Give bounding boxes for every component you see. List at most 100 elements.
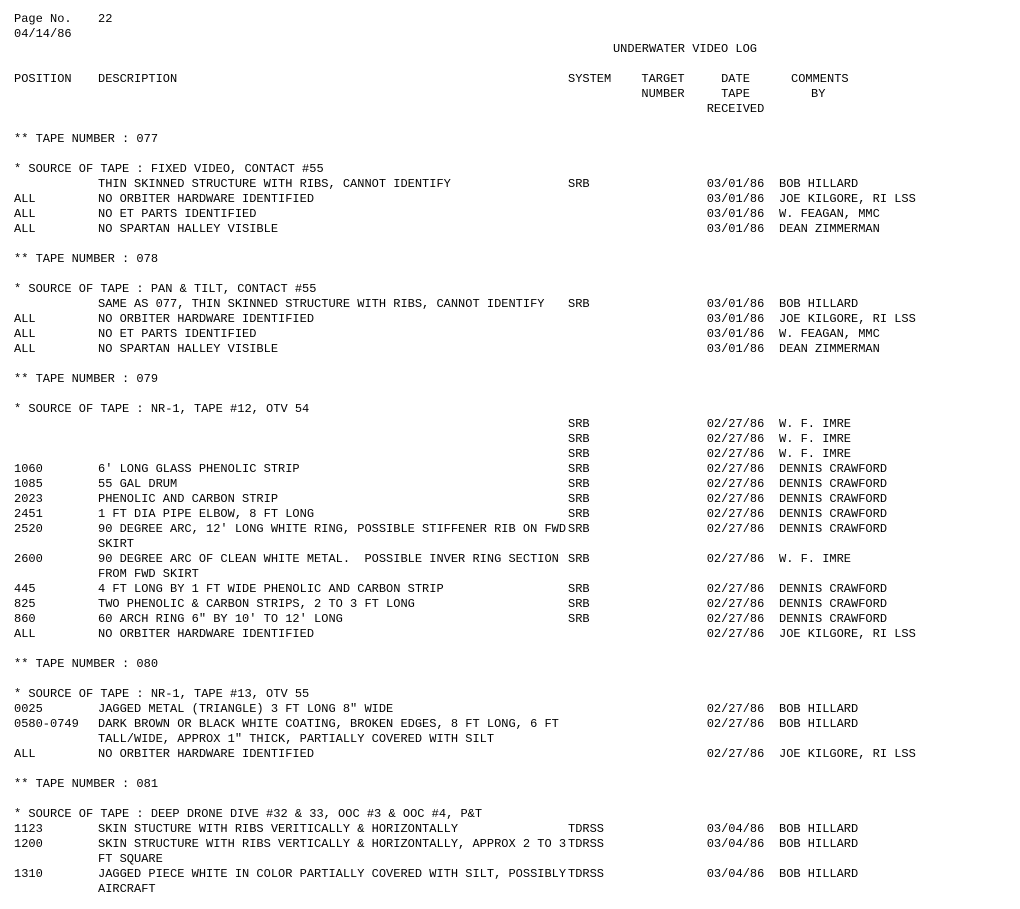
cell-system: SRB [568, 432, 628, 447]
source-of-tape-line: * SOURCE OF TAPE : NR-1, TAPE #13, OTV 5… [14, 687, 1006, 702]
col-target2: NUMBER [628, 87, 698, 102]
cell-system: SRB [568, 447, 628, 462]
log-row: ALLNO ET PARTS IDENTIFIED03/01/86W. FEAG… [14, 327, 1006, 342]
cell-comments: JOE KILGORE, RI LSS [773, 192, 999, 207]
cell-description [98, 432, 568, 447]
cell-comments: BOB HILLARD [773, 717, 999, 747]
cell-target [628, 552, 698, 582]
log-row: ALLNO ET PARTS IDENTIFIED03/01/86W. FEAG… [14, 207, 1006, 222]
cell-comments: BOB HILLARD [773, 837, 999, 867]
cell-system: TDRSS [568, 837, 628, 867]
cell-date: 03/01/86 [698, 207, 773, 222]
cell-date: 03/01/86 [698, 342, 773, 357]
cell-position: 860 [14, 612, 98, 627]
cell-system: TDRSS [568, 867, 628, 897]
column-header-row1: POSITION DESCRIPTION SYSTEM TARGET DATE … [14, 72, 1006, 87]
cell-date: 03/04/86 [698, 867, 773, 897]
cell-description: DARK BROWN OR BLACK WHITE COATING, BROKE… [98, 717, 568, 747]
cell-target [628, 462, 698, 477]
cell-date: 03/01/86 [698, 192, 773, 207]
page-title: UNDERWATER VIDEO LOG [364, 42, 1006, 57]
cell-target [628, 177, 698, 192]
log-row: 4454 FT LONG BY 1 FT WIDE PHENOLIC AND C… [14, 582, 1006, 597]
cell-system [568, 312, 628, 327]
cell-position: ALL [14, 327, 98, 342]
source-of-tape-line: * SOURCE OF TAPE : PAN & TILT, CONTACT #… [14, 282, 1006, 297]
cell-date: 02/27/86 [698, 627, 773, 642]
cell-position [14, 417, 98, 432]
cell-description: SAME AS 077, THIN SKINNED STRUCTURE WITH… [98, 297, 568, 312]
cell-system [568, 747, 628, 762]
cell-comments: DENNIS CRAWFORD [773, 612, 999, 627]
cell-date: 03/01/86 [698, 222, 773, 237]
log-row: ALLNO SPARTAN HALLEY VISIBLE03/01/86DEAN… [14, 222, 1006, 237]
tape-number-value: ** TAPE NUMBER : 079 [14, 372, 158, 387]
cell-target [628, 582, 698, 597]
cell-description: NO ORBITER HARDWARE IDENTIFIED [98, 627, 568, 642]
cell-target [628, 297, 698, 312]
cell-target [628, 492, 698, 507]
cell-position: 1310 [14, 867, 98, 897]
cell-comments: BOB HILLARD [773, 297, 999, 312]
page-date: 04/14/86 [14, 27, 98, 42]
cell-target [628, 312, 698, 327]
cell-target [628, 522, 698, 552]
cell-system [568, 207, 628, 222]
cell-position: 1060 [14, 462, 98, 477]
cell-system: SRB [568, 597, 628, 612]
col-comments: COMMENTS [773, 72, 1011, 87]
column-header-row2: NUMBER TAPE BY [14, 87, 1006, 102]
cell-target [628, 447, 698, 462]
cell-system: SRB [568, 522, 628, 552]
cell-position: 1085 [14, 477, 98, 492]
source-of-tape-line: * SOURCE OF TAPE : FIXED VIDEO, CONTACT … [14, 162, 1006, 177]
page-no-value: 22 [98, 12, 112, 27]
cell-description: 4 FT LONG BY 1 FT WIDE PHENOLIC AND CARB… [98, 582, 568, 597]
cell-system [568, 327, 628, 342]
cell-system: SRB [568, 462, 628, 477]
log-body: ** TAPE NUMBER : 077* SOURCE OF TAPE : F… [14, 117, 1006, 897]
log-row: SAME AS 077, THIN SKINNED STRUCTURE WITH… [14, 297, 1006, 312]
cell-target [628, 222, 698, 237]
cell-position: ALL [14, 627, 98, 642]
cell-system: TDRSS [568, 822, 628, 837]
cell-date: 03/01/86 [698, 327, 773, 342]
cell-position: 445 [14, 582, 98, 597]
cell-target [628, 342, 698, 357]
cell-date: 02/27/86 [698, 747, 773, 762]
cell-comments: DENNIS CRAWFORD [773, 477, 999, 492]
cell-system: SRB [568, 492, 628, 507]
cell-target [628, 432, 698, 447]
cell-comments: W. F. IMRE [773, 417, 999, 432]
cell-description: SKIN STUCTURE WITH RIBS VERITICALLY & HO… [98, 822, 568, 837]
cell-position: 1200 [14, 837, 98, 867]
cell-comments: DENNIS CRAWFORD [773, 582, 999, 597]
cell-description: 1 FT DIA PIPE ELBOW, 8 FT LONG [98, 507, 568, 522]
cell-target [628, 747, 698, 762]
cell-position: ALL [14, 312, 98, 327]
cell-description: 55 GAL DRUM [98, 477, 568, 492]
col-system: SYSTEM [568, 72, 628, 87]
cell-description: PHENOLIC AND CARBON STRIP [98, 492, 568, 507]
page-no-label: Page No. [14, 12, 98, 27]
cell-description: NO ET PARTS IDENTIFIED [98, 207, 568, 222]
cell-date: 03/04/86 [698, 837, 773, 867]
cell-position [14, 177, 98, 192]
cell-comments: DENNIS CRAWFORD [773, 597, 999, 612]
log-row: SRB02/27/86W. F. IMRE [14, 432, 1006, 447]
cell-date: 03/01/86 [698, 297, 773, 312]
cell-system [568, 342, 628, 357]
cell-comments: W. FEAGAN, MMC [773, 207, 999, 222]
cell-target [628, 837, 698, 867]
cell-position: 2600 [14, 552, 98, 582]
cell-position: ALL [14, 342, 98, 357]
cell-comments: JOE KILGORE, RI LSS [773, 312, 999, 327]
cell-description: NO ORBITER HARDWARE IDENTIFIED [98, 312, 568, 327]
cell-target [628, 327, 698, 342]
cell-description: 6' LONG GLASS PHENOLIC STRIP [98, 462, 568, 477]
cell-system: SRB [568, 417, 628, 432]
cell-comments: DENNIS CRAWFORD [773, 492, 999, 507]
log-row: 10606' LONG GLASS PHENOLIC STRIPSRB02/27… [14, 462, 1006, 477]
col-comments2: BY [773, 87, 1020, 102]
tape-number-line: ** TAPE NUMBER : 078 [14, 252, 1006, 267]
